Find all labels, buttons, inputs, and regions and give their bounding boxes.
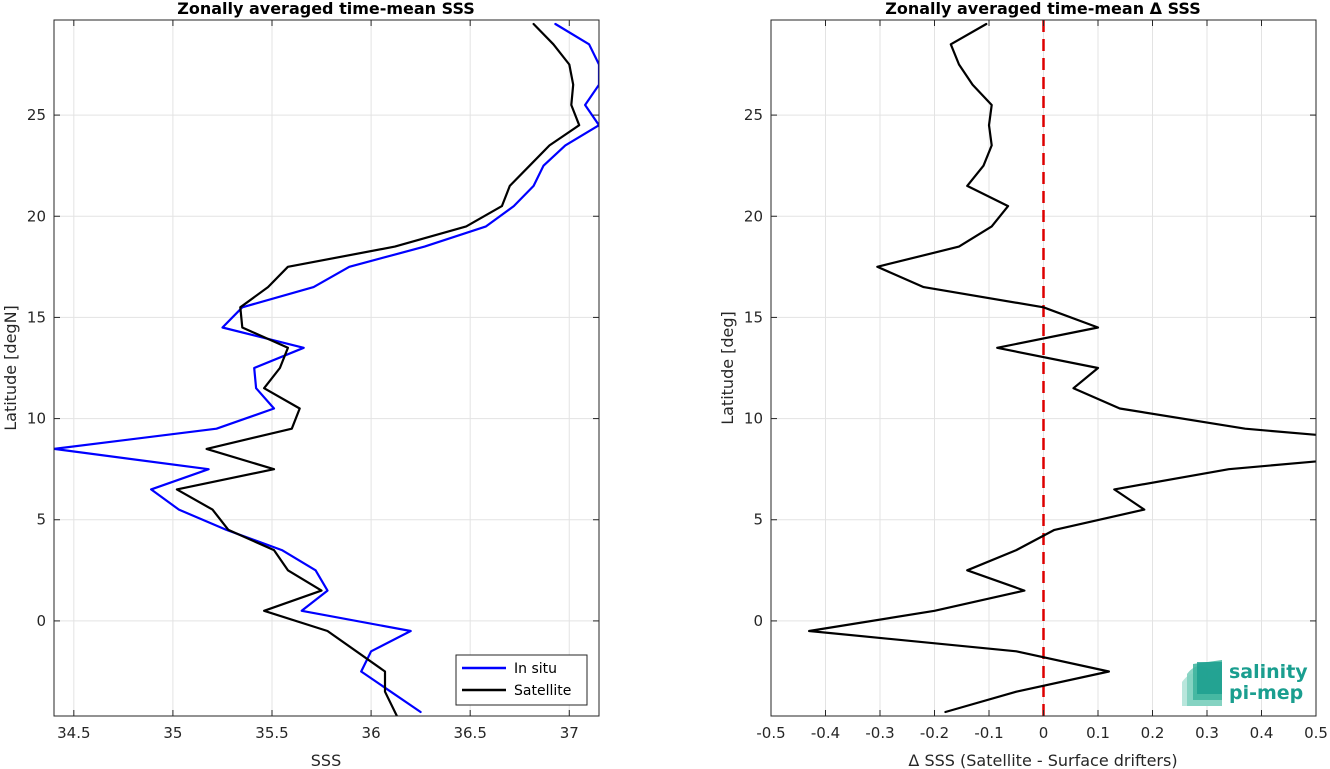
sss-panel: 34.5 35 35.5 36 36.5 37 0 5 10 15 20 25 Zonally ave… (1, 0, 600, 769)
delta-x-tick-label: 0.5 (1304, 724, 1328, 742)
sss-y-tick-label: 25 (27, 106, 46, 124)
delta-x-tick-label: -0.3 (865, 724, 894, 742)
sss-y-tick-label: 20 (27, 207, 46, 225)
delta-x-tick-label: -0.4 (811, 724, 840, 742)
delta-y-tick-label: 15 (744, 308, 763, 326)
delta-y-tick-label: 10 (744, 410, 763, 428)
delta-series-line-delta-sss (807, 22, 1316, 714)
sss-y-tick-label: 0 (36, 612, 46, 630)
sss-x-tick-label: 34.5 (57, 724, 90, 742)
legend-label-satellite: Satellite (514, 683, 571, 699)
sss-x-tick-label: 35.5 (255, 724, 288, 742)
wave-logo-icon (1182, 660, 1222, 706)
legend-label-in-situ: In situ (514, 661, 557, 677)
delta-y-tick-label: 5 (753, 511, 763, 529)
delta-y-tick-label: 0 (753, 612, 763, 630)
sss-x-axis-label: SSS (311, 751, 341, 769)
delta-x-tick-label: 0.4 (1250, 724, 1274, 742)
sss-ticks: 34.5 35 35.5 36 36.5 37 0 5 10 15 20 25 (27, 20, 599, 742)
delta-x-tick-label: 0.1 (1086, 724, 1110, 742)
sss-grid (54, 20, 599, 716)
sss-y-tick-label: 10 (27, 410, 46, 428)
delta-x-tick-label: 0.2 (1141, 724, 1165, 742)
salinity-pi-mep-logo: salinity pi-mep (1182, 660, 1308, 706)
delta-y-tick-label: 25 (744, 106, 763, 124)
delta-x-axis-label: Δ SSS (Satellite - Surface drifters) (908, 751, 1177, 769)
delta-x-tick-label: -0.5 (756, 724, 785, 742)
sss-x-tick-label: 36.5 (453, 724, 486, 742)
delta-x-tick-label: -0.2 (920, 724, 949, 742)
sss-x-tick-label: 36 (362, 724, 381, 742)
sss-y-axis-label: Latitude [degN] (1, 305, 20, 431)
delta-chart-title: Zonally averaged time-mean Δ SSS (885, 0, 1201, 18)
legend-box (455, 654, 588, 706)
sss-x-tick-label: 37 (560, 724, 579, 742)
sss-axes-box (53, 19, 600, 717)
sss-y-tick-label: 5 (36, 511, 46, 529)
delta-x-tick-label: 0 (1039, 724, 1049, 742)
sss-x-tick-label: 35 (163, 724, 182, 742)
logo-text-pi-mep: pi-mep (1229, 682, 1303, 704)
logo-text-salinity: salinity (1229, 661, 1308, 683)
sss-chart-title: Zonally averaged time-mean SSS (177, 0, 475, 18)
delta-x-tick-label: -0.1 (974, 724, 1003, 742)
delta-y-axis-label: Latitude [deg] (718, 311, 737, 425)
delta-ticks: -0.5 -0.4 -0.3 -0.2 -0.1 0 0.1 0.2 0.3 0.4 0.5 0 5 10… (744, 20, 1328, 742)
delta-x-tick-label: 0.3 (1195, 724, 1219, 742)
sss-series-line-in-situ (54, 22, 599, 714)
sss-y-tick-label: 15 (27, 308, 46, 326)
delta-y-tick-label: 20 (744, 207, 763, 225)
sss-series-group (54, 22, 599, 716)
delta-series-group (807, 22, 1316, 714)
sss-legend: In situ Satellite (455, 654, 588, 706)
sss-plot-area (54, 20, 599, 716)
delta-sss-panel: -0.5 -0.4 -0.3 -0.2 -0.1 0 0.1 0.2 0.3 0.4 0.5 0 5 10… (718, 0, 1328, 769)
sss-series-line-satellite (175, 22, 581, 716)
